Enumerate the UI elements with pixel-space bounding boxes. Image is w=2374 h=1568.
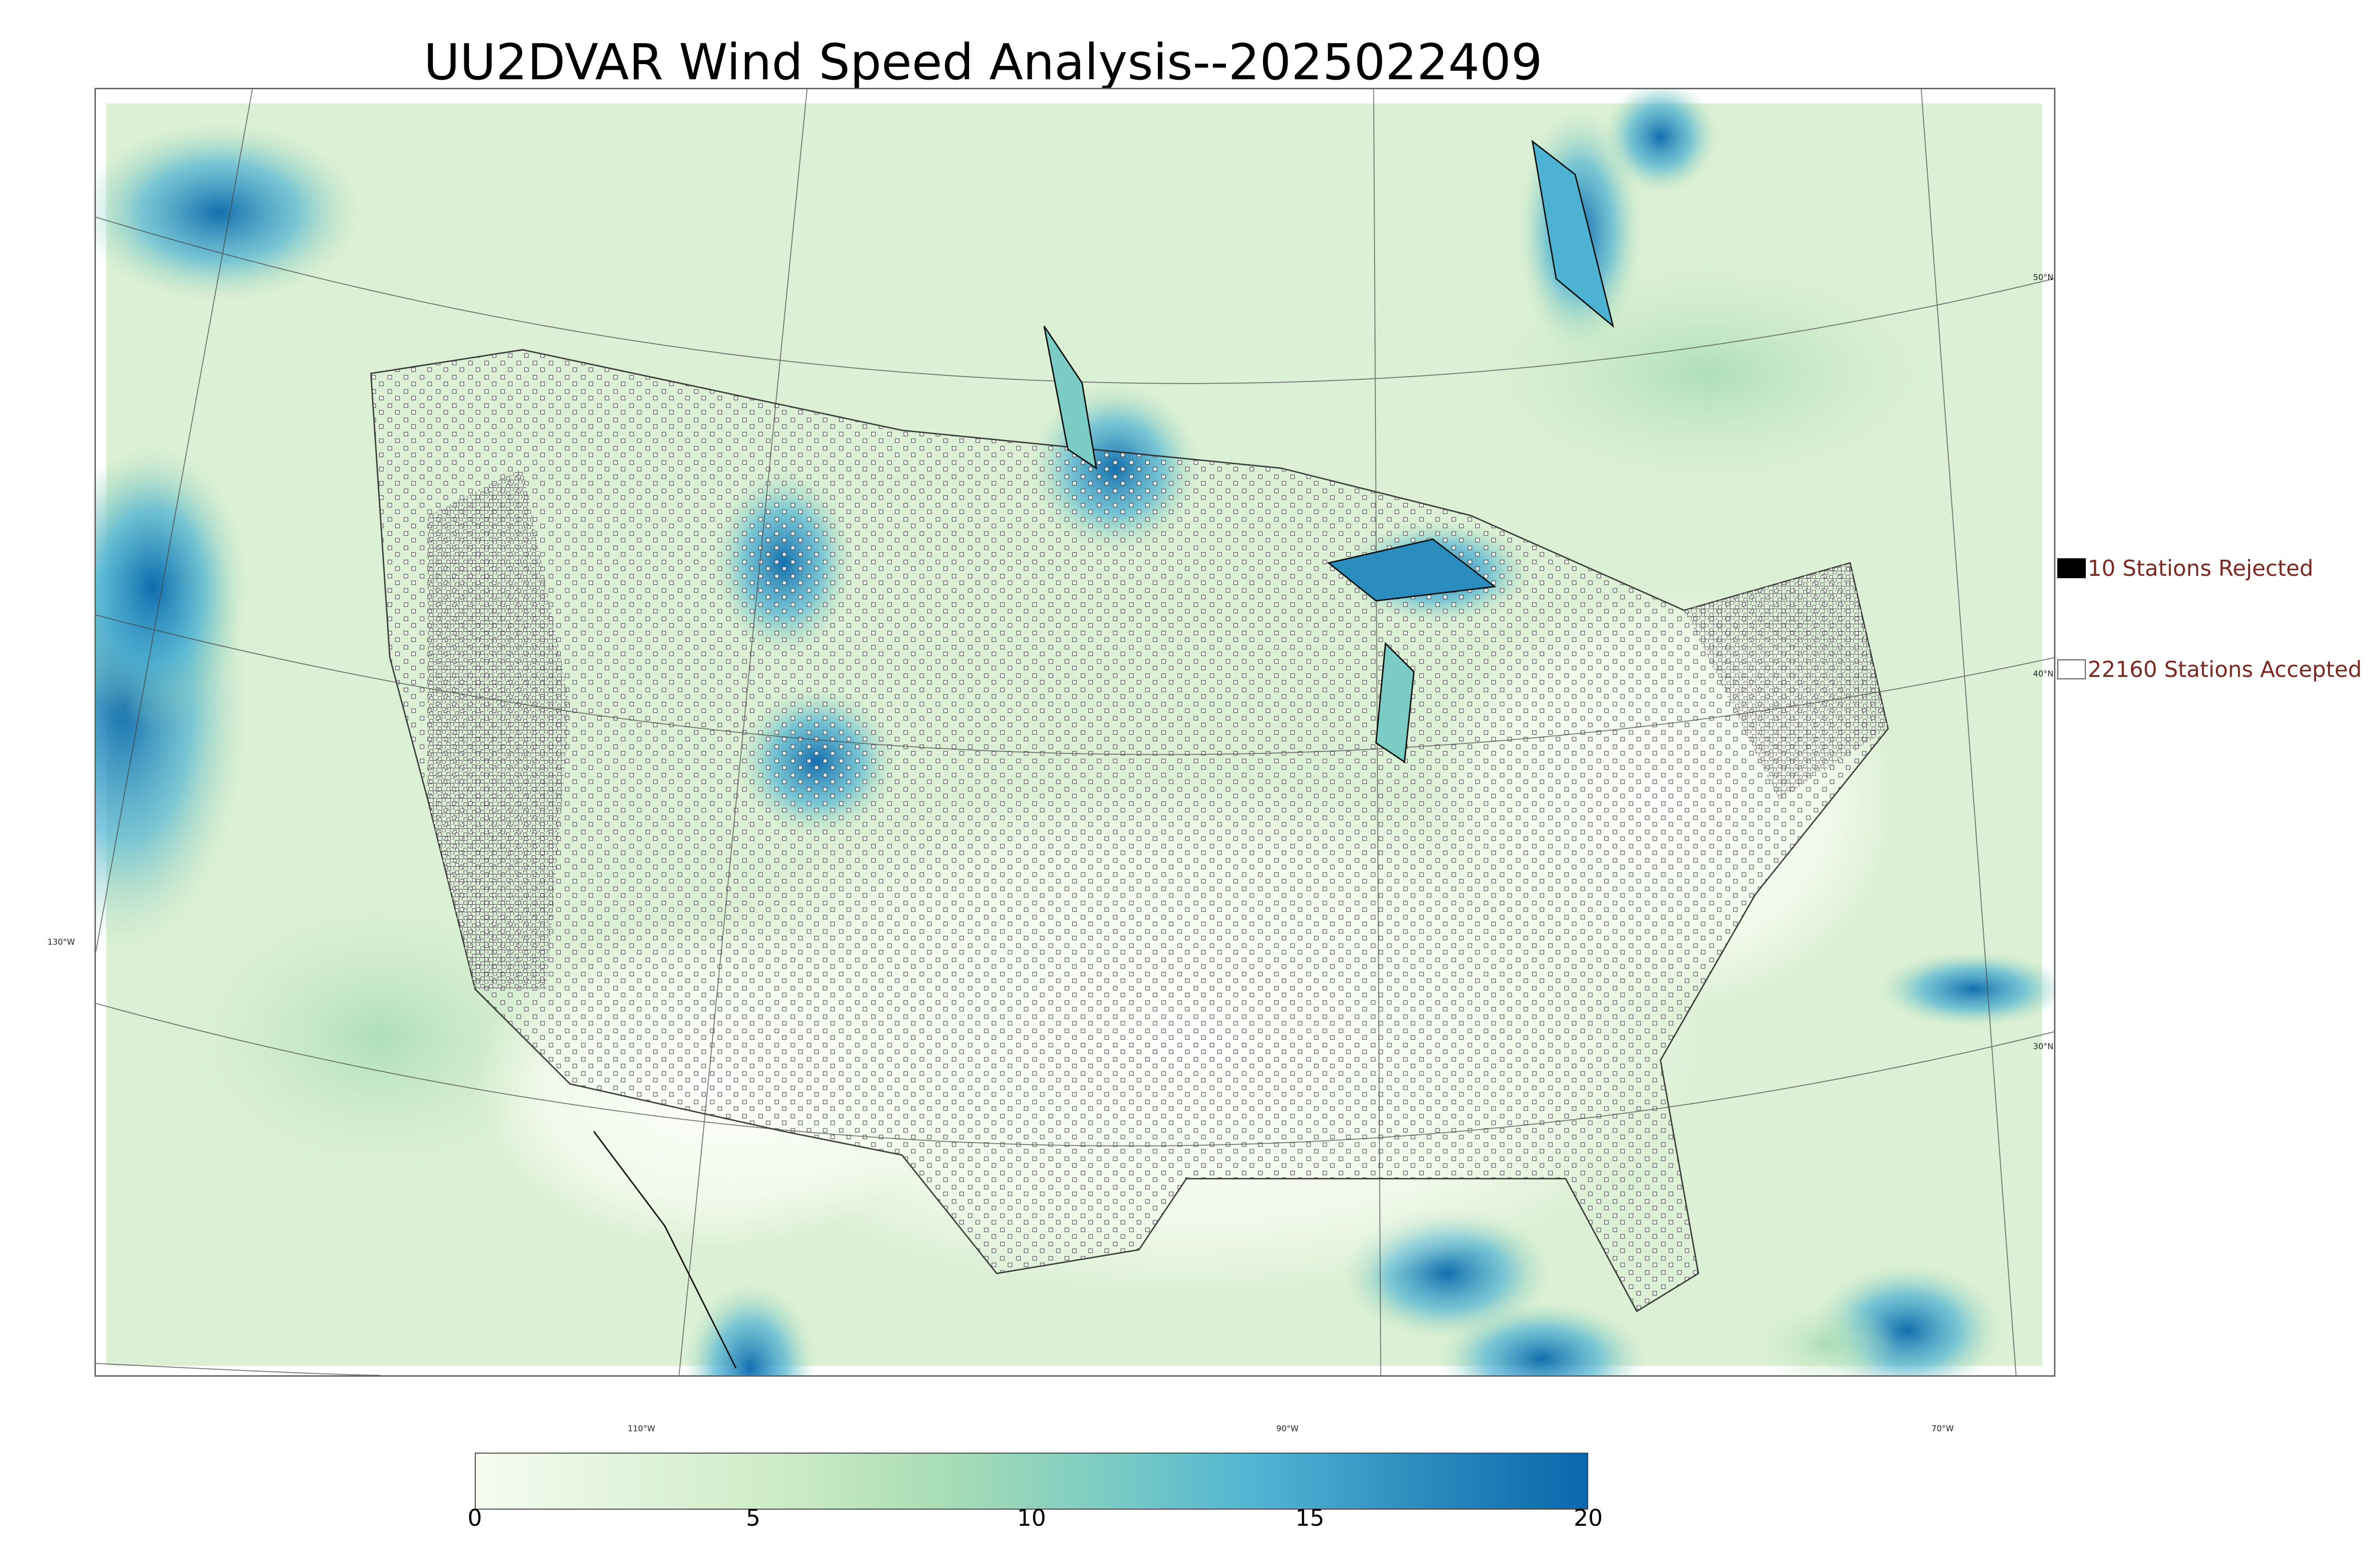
- map-canvas: [96, 89, 2054, 1375]
- rejected-swatch: [2057, 558, 2086, 578]
- legend-rejected: 10 Stations Rejected: [2057, 555, 2313, 581]
- lat-label-40: 40°N: [2033, 669, 2054, 679]
- colorbar: [475, 1453, 1588, 1510]
- colorbar-tick-label-1: 5: [745, 1505, 761, 1531]
- lon-label-90: 90°W: [1276, 1424, 1299, 1434]
- lon-label-110: 110°W: [628, 1424, 655, 1434]
- colorbar-gradient: [476, 1454, 1587, 1509]
- colorbar-tick-label-2: 10: [1017, 1505, 1046, 1531]
- lon-label-130: 130°W: [47, 938, 75, 947]
- wind-speed-map: [94, 88, 2055, 1377]
- accepted-label: 22160 Stations Accepted: [2088, 657, 2362, 682]
- colorbar-tick-label-0: 0: [467, 1505, 482, 1531]
- lon-label-70: 70°W: [1931, 1424, 1954, 1434]
- legend-accepted: 22160 Stations Accepted: [2057, 657, 2362, 682]
- lat-label-50: 50°N: [2033, 273, 2054, 282]
- map-title: UU2DVAR Wind Speed Analysis--2025022409: [424, 33, 1543, 91]
- colorbar-tick-label-4: 20: [1573, 1505, 1603, 1531]
- accepted-swatch: [2057, 659, 2086, 679]
- lat-label-30: 30°N: [2033, 1042, 2054, 1052]
- colorbar-tick-label-3: 15: [1295, 1505, 1325, 1531]
- rejected-label: 10 Stations Rejected: [2088, 555, 2314, 581]
